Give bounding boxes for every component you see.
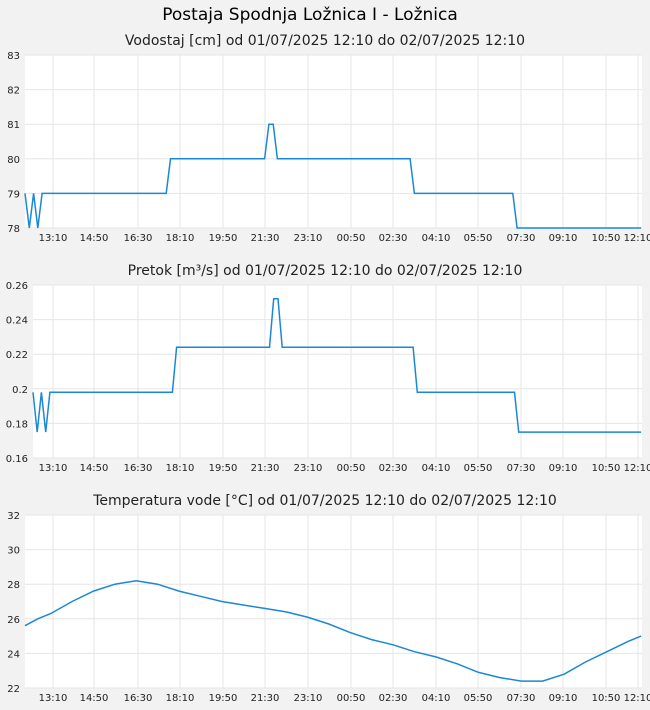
- y-tick-label: 0.24: [6, 316, 28, 327]
- x-tick-label: 09:10: [549, 233, 578, 244]
- y-tick-label: 83: [7, 51, 20, 62]
- x-tick-label: 19:50: [209, 693, 238, 704]
- x-tick-label: 00:50: [337, 233, 366, 244]
- x-tick-label: 21:30: [251, 233, 280, 244]
- x-tick-label: 14:50: [80, 693, 109, 704]
- x-tick-label: 12:10: [624, 693, 650, 704]
- x-tick-label: 21:30: [251, 693, 280, 704]
- series-line: [24, 123, 642, 229]
- x-tick-label: 19:50: [209, 233, 238, 244]
- chart-1: Vodostaj [cm] od 01/07/2025 12:10 do 02/…: [7, 33, 650, 244]
- x-tick-label: 05:50: [464, 693, 493, 704]
- x-tick-label: 09:10: [549, 693, 578, 704]
- y-tick-label: 30: [7, 546, 20, 557]
- x-tick-label: 04:10: [422, 463, 451, 474]
- x-tick-label: 07:30: [507, 463, 536, 474]
- y-tick-label: 22: [7, 684, 20, 695]
- plot-area: [25, 515, 642, 688]
- x-tick-label: 14:50: [80, 463, 109, 474]
- x-tick-label: 13:10: [39, 693, 68, 704]
- x-tick-label: 21:30: [251, 463, 280, 474]
- x-tick-label: 00:50: [337, 463, 366, 474]
- series-line: [32, 298, 642, 433]
- y-tick-label: 79: [7, 189, 20, 200]
- x-tick-label: 02:30: [379, 233, 408, 244]
- x-tick-label: 16:30: [124, 693, 153, 704]
- y-tick-label: 0.22: [6, 350, 28, 361]
- x-tick-label: 02:30: [379, 463, 408, 474]
- x-tick-label: 04:10: [422, 693, 451, 704]
- x-tick-label: 16:30: [124, 233, 153, 244]
- y-tick-label: 0.2: [12, 385, 28, 396]
- x-tick-label: 05:50: [464, 233, 493, 244]
- x-tick-label: 00:50: [337, 693, 366, 704]
- y-tick-label: 32: [7, 511, 20, 522]
- charts-container: Vodostaj [cm] od 01/07/2025 12:10 do 02/…: [6, 33, 650, 704]
- x-tick-label: 23:10: [294, 693, 323, 704]
- x-tick-label: 18:10: [166, 233, 195, 244]
- y-tick-label: 0.18: [6, 419, 28, 430]
- x-tick-label: 16:30: [124, 463, 153, 474]
- x-tick-label: 07:30: [507, 233, 536, 244]
- x-tick-label: 14:50: [80, 233, 109, 244]
- chart-title: Pretok [m³/s] od 01/07/2025 12:10 do 02/…: [128, 263, 523, 279]
- chart-2: Pretok [m³/s] od 01/07/2025 12:10 do 02/…: [6, 263, 650, 474]
- y-tick-label: 24: [7, 649, 20, 660]
- chart-title: Temperatura vode [°C] od 01/07/2025 12:1…: [92, 493, 557, 509]
- x-tick-label: 23:10: [294, 463, 323, 474]
- series-line: [24, 579, 642, 682]
- y-tick-label: 78: [7, 224, 20, 235]
- x-tick-label: 18:10: [166, 693, 195, 704]
- y-tick-label: 0.16: [6, 454, 28, 465]
- y-tick-label: 81: [7, 120, 20, 131]
- x-tick-label: 07:30: [507, 693, 536, 704]
- x-tick-label: 12:10: [624, 463, 650, 474]
- page-title: Postaja Spodnja Ložnica I - Ložnica: [162, 5, 458, 25]
- x-tick-label: 10:50: [592, 463, 621, 474]
- chart-3: Temperatura vode [°C] od 01/07/2025 12:1…: [7, 493, 650, 704]
- plot-area: [25, 55, 642, 228]
- x-tick-label: 13:10: [39, 463, 68, 474]
- x-tick-label: 09:10: [549, 463, 578, 474]
- y-tick-label: 26: [7, 615, 20, 626]
- y-tick-label: 80: [7, 155, 20, 166]
- x-tick-label: 18:10: [166, 463, 195, 474]
- x-tick-label: 12:10: [624, 233, 650, 244]
- x-tick-label: 02:30: [379, 693, 408, 704]
- x-tick-label: 10:50: [592, 693, 621, 704]
- chart-title: Vodostaj [cm] od 01/07/2025 12:10 do 02/…: [125, 33, 525, 49]
- y-tick-label: 28: [7, 580, 20, 591]
- x-tick-label: 10:50: [592, 233, 621, 244]
- x-tick-label: 05:50: [464, 463, 493, 474]
- y-tick-label: 82: [7, 86, 20, 97]
- x-tick-label: 23:10: [294, 233, 323, 244]
- y-tick-label: 0.26: [6, 281, 28, 292]
- plot-area: [33, 285, 642, 458]
- x-tick-label: 04:10: [422, 233, 451, 244]
- x-tick-label: 13:10: [39, 233, 68, 244]
- x-tick-label: 19:50: [209, 463, 238, 474]
